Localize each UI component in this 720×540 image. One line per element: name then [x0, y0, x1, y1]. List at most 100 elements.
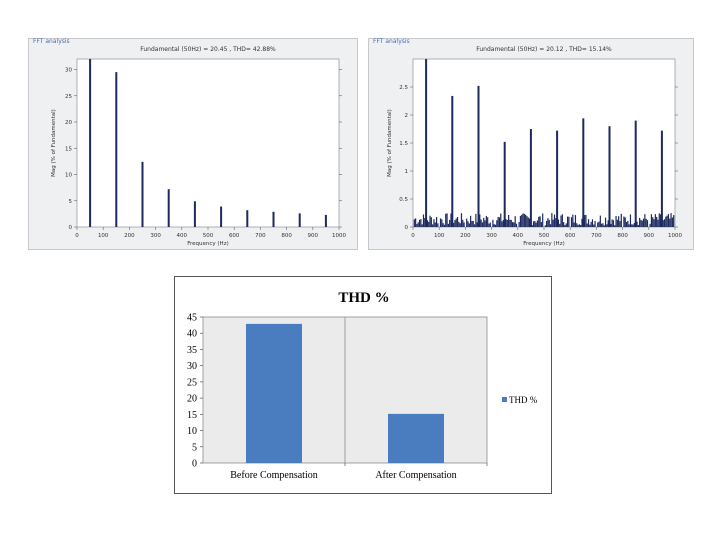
- fft-panel-tab: FFT analysis: [33, 38, 70, 45]
- minor-harmonic-bar: [466, 218, 468, 227]
- chart-title: Fundamental (50Hz) = 20.45 , THD= 42.88%: [140, 46, 276, 53]
- minor-harmonic-bar: [497, 216, 499, 227]
- y-tick-label: 10: [65, 173, 72, 179]
- minor-harmonic-bar: [526, 216, 528, 227]
- minor-harmonic-bar: [623, 216, 625, 227]
- x-tick-label: 800: [281, 233, 292, 239]
- minor-harmonic-bar: [627, 220, 629, 227]
- minor-harmonic-bar: [598, 221, 600, 227]
- y-tick-label: 0: [69, 225, 73, 231]
- chart-title: THD %: [338, 290, 389, 306]
- minor-harmonic-bar: [523, 213, 525, 227]
- harmonic-bar: [660, 130, 663, 227]
- harmonic-bar: [167, 189, 170, 227]
- y-tick-label: 35: [187, 345, 197, 356]
- x-tick-label: 300: [150, 233, 161, 239]
- minor-harmonic-bar: [484, 220, 486, 227]
- x-tick-label: 400: [513, 233, 524, 239]
- minor-harmonic-bar: [418, 219, 421, 227]
- y-tick-label: 5: [69, 199, 73, 205]
- minor-harmonic-bar: [563, 222, 565, 227]
- minor-harmonic-bar: [462, 219, 464, 227]
- minor-harmonic-bar: [574, 215, 577, 227]
- minor-harmonic-bar: [628, 224, 630, 227]
- minor-harmonic-bar: [646, 220, 649, 227]
- minor-harmonic-bar: [670, 213, 672, 227]
- minor-harmonic-bar: [559, 223, 561, 227]
- fft-panel-after: FFT analysis Fundamental (50Hz) = 20.12 …: [368, 38, 694, 250]
- minor-harmonic-bar: [653, 219, 655, 227]
- minor-harmonic-bar: [566, 216, 569, 227]
- minor-harmonic-bar: [557, 219, 560, 227]
- minor-harmonic-bar: [555, 218, 557, 227]
- minor-harmonic-bar: [659, 214, 662, 227]
- minor-harmonic-bar: [430, 217, 432, 227]
- harmonic-bar: [529, 129, 532, 227]
- harmonic-bar: [193, 201, 196, 227]
- thd-bar: [388, 413, 444, 463]
- minor-harmonic-bar: [656, 216, 658, 227]
- minor-harmonic-bar: [492, 219, 494, 227]
- minor-harmonic-bar: [620, 213, 622, 227]
- minor-harmonic-bar: [560, 215, 562, 227]
- minor-harmonic-bar: [602, 223, 604, 227]
- minor-harmonic-bar: [586, 223, 588, 227]
- minor-harmonic-bar: [475, 213, 477, 227]
- minor-harmonic-bar: [625, 222, 628, 227]
- minor-harmonic-bar: [654, 214, 656, 227]
- thd-bar: [246, 323, 302, 463]
- harmonic-bar: [425, 59, 428, 227]
- minor-harmonic-bar: [506, 219, 508, 227]
- minor-harmonic-bar: [480, 219, 482, 227]
- harmonic-bar: [503, 141, 506, 227]
- harmonic-bar: [141, 161, 144, 227]
- x-tick-label: 100: [434, 233, 445, 239]
- minor-harmonic-bar: [663, 219, 666, 227]
- legend-swatch: [502, 397, 507, 402]
- minor-harmonic-bar: [636, 221, 638, 227]
- minor-harmonic-bar: [546, 220, 548, 227]
- harmonic-bar: [477, 85, 480, 227]
- minor-harmonic-bar: [502, 219, 504, 227]
- y-tick-label: 20: [65, 120, 72, 126]
- x-tick-label: 0: [411, 233, 415, 239]
- y-tick-label: 0: [192, 459, 197, 470]
- minor-harmonic-bar: [551, 213, 553, 227]
- minor-harmonic-bar: [458, 221, 460, 227]
- minor-harmonic-bar: [471, 220, 473, 227]
- minor-harmonic-bar: [525, 214, 527, 227]
- minor-harmonic-bar: [633, 223, 635, 227]
- harmonic-bar: [246, 210, 249, 227]
- y-tick-label: 1: [405, 169, 409, 175]
- fft-chart-before: Fundamental (50Hz) = 20.45 , THD= 42.88%…: [51, 46, 346, 247]
- chart-title: Fundamental (50Hz) = 20.12 , THD= 15.14%: [476, 46, 612, 53]
- minor-harmonic-bar: [467, 221, 469, 227]
- minor-harmonic-bar: [650, 214, 653, 227]
- x-tick-label: 800: [617, 233, 628, 239]
- minor-harmonic-bar: [576, 223, 578, 227]
- minor-harmonic-bar: [531, 225, 533, 227]
- minor-harmonic-bar: [536, 220, 539, 227]
- x-tick-label: 0: [75, 233, 79, 239]
- harmonic-bar: [220, 206, 223, 227]
- thd-chart: THD % 0 5 10 15 20 25 30 35 40 45 Before Compensati…: [187, 290, 538, 481]
- minor-harmonic-bar: [591, 219, 594, 227]
- y-tick-label: 1.5: [399, 141, 408, 147]
- minor-harmonic-bar: [442, 223, 444, 227]
- minor-harmonic-bar: [565, 223, 567, 227]
- minor-harmonic-bar: [494, 224, 497, 227]
- minor-harmonic-bar: [439, 218, 442, 227]
- x-tick-label: After Compensation: [375, 470, 456, 481]
- minor-harmonic-bar: [479, 214, 481, 227]
- y-tick-label: 40: [187, 329, 197, 340]
- minor-harmonic-bar: [508, 214, 510, 227]
- minor-harmonic-bar: [485, 215, 487, 227]
- x-tick-label: 200: [124, 233, 135, 239]
- harmonic-bar: [89, 59, 92, 227]
- harmonic-bar: [634, 120, 637, 227]
- minor-harmonic-bar: [519, 215, 522, 227]
- minor-harmonic-bar: [547, 218, 549, 227]
- y-tick-label: 20: [187, 394, 197, 405]
- minor-harmonic-bar: [540, 222, 542, 227]
- minor-harmonic-bar: [618, 216, 620, 227]
